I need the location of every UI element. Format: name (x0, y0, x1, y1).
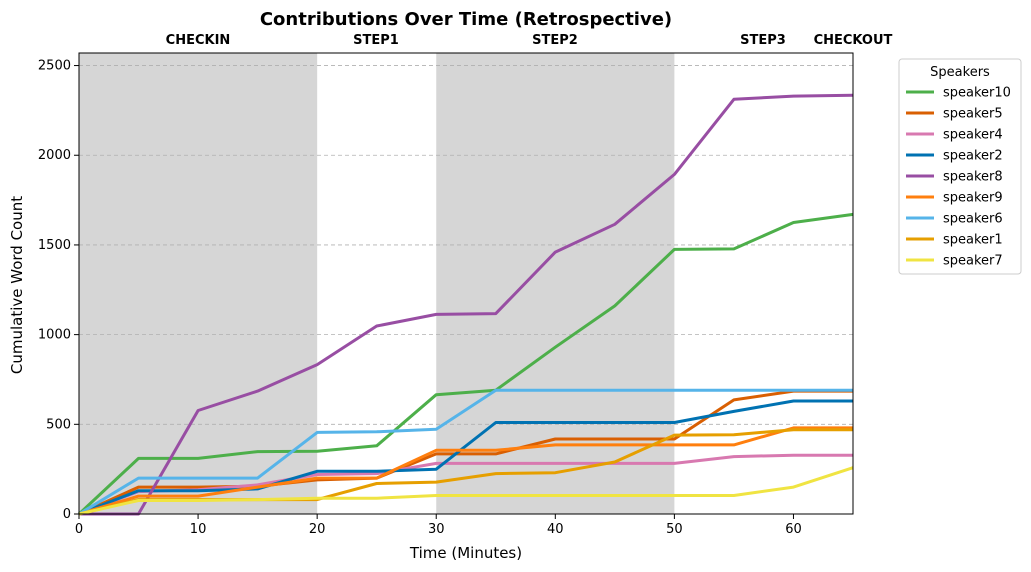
x-axis-label: Time (Minutes) (409, 544, 522, 562)
series-lines (77, 93, 854, 516)
y-tick-label: 0 (63, 507, 71, 522)
x-tick-label: 0 (75, 522, 83, 537)
series-line-speaker10 (77, 212, 854, 516)
legend-label-speaker4: speaker4 (943, 128, 1003, 143)
phase-label-step2: STEP2 (532, 33, 578, 48)
legend-label-speaker6: speaker6 (943, 212, 1003, 227)
legend-label-speaker5: speaker5 (943, 107, 1003, 122)
series-line-speaker9 (78, 426, 853, 516)
phase-shading (79, 53, 675, 514)
legend-label-speaker8: speaker8 (943, 170, 1003, 185)
legend-items: speaker10 speaker5 speaker4 speaker2 speaker… (906, 86, 1011, 269)
x-axis-ticks: 0 10 20 30 40 50 60 (75, 514, 802, 537)
legend-label-speaker2: speaker2 (943, 149, 1003, 164)
legend-label-speaker1: speaker1 (943, 233, 1003, 248)
y-tick-label: 1000 (38, 328, 71, 343)
y-axis-label: Cumulative Word Count (8, 196, 26, 374)
series-line-speaker6 (78, 388, 853, 516)
phase-labels: CHECKIN STEP1 STEP2 STEP3 CHECKOUT (166, 33, 893, 48)
x-tick-label: 30 (428, 522, 445, 537)
series-line-speaker2 (78, 399, 853, 516)
legend-label-speaker7: speaker7 (943, 254, 1003, 269)
phase-label-step1: STEP1 (353, 33, 399, 48)
legend-title: Speakers (930, 65, 990, 80)
y-tick-label: 2500 (38, 59, 71, 74)
y-tick-label: 1500 (38, 238, 71, 253)
series-line-speaker8 (79, 93, 854, 516)
phase-label-checkout: CHECKOUT (814, 33, 893, 48)
chart-title: Contributions Over Time (Retrospective) (260, 9, 672, 30)
x-tick-label: 60 (785, 522, 802, 537)
phase-label-checkin: CHECKIN (166, 33, 231, 48)
phase-shade-checkin (79, 53, 318, 514)
x-tick-label: 50 (666, 522, 683, 537)
y-axis-ticks: 0 500 1000 1500 2000 2500 (38, 59, 79, 522)
phase-label-step3: STEP3 (740, 33, 786, 48)
x-tick-label: 40 (547, 522, 564, 537)
series-line-speaker5 (78, 389, 853, 516)
series-line-speaker7 (78, 466, 854, 516)
y-tick-label: 500 (46, 417, 71, 432)
legend-label-speaker10: speaker10 (943, 86, 1011, 101)
y-tick-label: 2000 (38, 148, 71, 163)
x-tick-label: 10 (190, 522, 207, 537)
legend: Speakers speaker10speaker5speaker4speake… (898, 58, 1022, 275)
x-tick-label: 20 (309, 522, 326, 537)
legend-label-speaker9: speaker9 (943, 191, 1003, 206)
plot-frame (78, 52, 854, 515)
